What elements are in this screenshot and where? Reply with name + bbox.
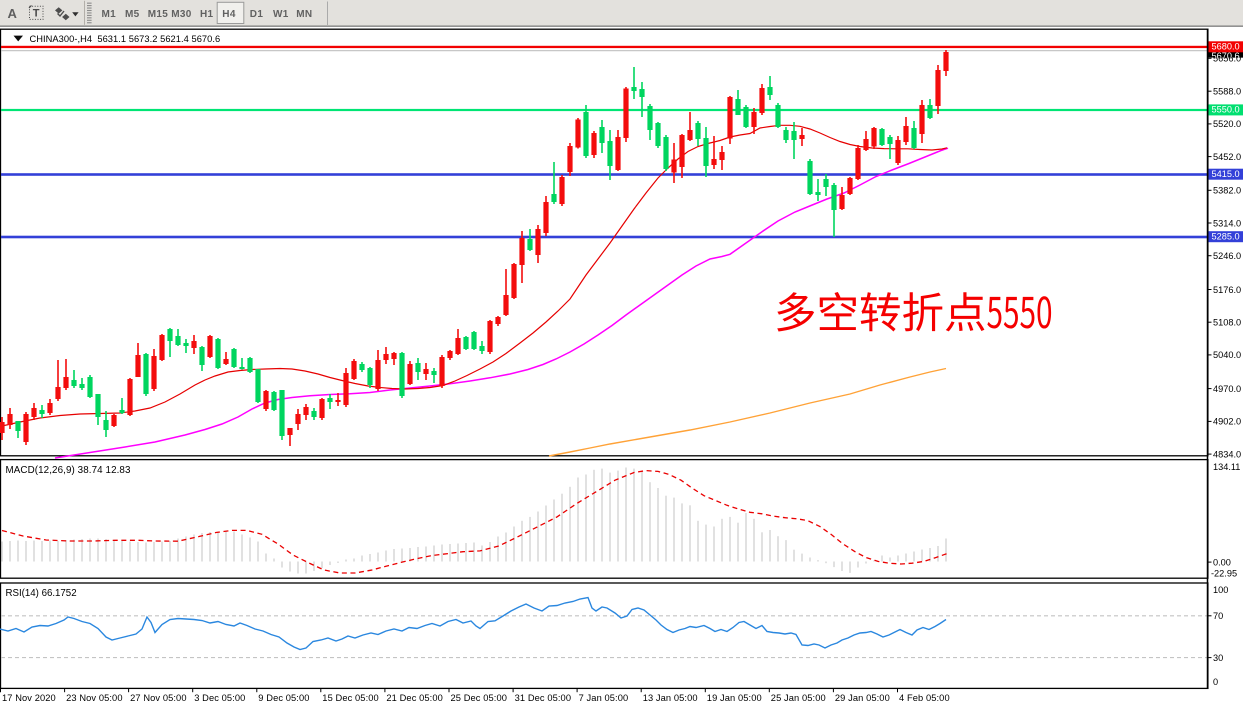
svg-text:5670.6: 5670.6: [1212, 51, 1240, 61]
svg-text:4834.0: 4834.0: [1213, 449, 1241, 459]
svg-text:CHINA300-,H4 5631.1 5673.2 56: CHINA300-,H4 5631.1 5673.2 5621.4 5670.6: [30, 34, 221, 44]
svg-text:0.00: 0.00: [1213, 557, 1231, 567]
svg-text:17 Nov 2020: 17 Nov 2020: [2, 693, 56, 703]
svg-text:5550.0: 5550.0: [1212, 105, 1240, 115]
svg-text:29 Jan 05:00: 29 Jan 05:00: [835, 693, 890, 703]
svg-text:M5: M5: [125, 9, 140, 20]
svg-text:13 Jan 05:00: 13 Jan 05:00: [643, 693, 698, 703]
svg-text:D1: D1: [250, 9, 264, 20]
svg-text:5452.0: 5452.0: [1213, 152, 1241, 162]
svg-text:21 Dec 05:00: 21 Dec 05:00: [386, 693, 443, 703]
svg-text:4902.0: 4902.0: [1213, 417, 1241, 427]
svg-text:5588.0: 5588.0: [1213, 87, 1241, 97]
svg-text:M30: M30: [171, 9, 191, 20]
svg-text:5656.0: 5656.0: [1213, 54, 1241, 64]
svg-text:5108.0: 5108.0: [1213, 318, 1241, 328]
svg-text:5040.0: 5040.0: [1213, 350, 1241, 360]
svg-text:4 Feb 05:00: 4 Feb 05:00: [899, 693, 950, 703]
svg-text:MN: MN: [296, 9, 312, 20]
svg-text:4970.0: 4970.0: [1213, 384, 1241, 394]
svg-text:5382.0: 5382.0: [1213, 186, 1241, 196]
svg-text:M1: M1: [102, 9, 117, 20]
svg-text:5314.0: 5314.0: [1213, 218, 1241, 228]
svg-text:27 Nov 05:00: 27 Nov 05:00: [130, 693, 187, 703]
svg-text:25 Dec 05:00: 25 Dec 05:00: [451, 693, 508, 703]
svg-text:A: A: [8, 6, 18, 21]
svg-text:MACD(12,26,9) 38.74 12.83: MACD(12,26,9) 38.74 12.83: [6, 465, 131, 476]
svg-text:M15: M15: [148, 9, 168, 20]
svg-text:H4: H4: [222, 9, 236, 20]
svg-text:31 Dec 05:00: 31 Dec 05:00: [515, 693, 572, 703]
svg-text:3 Dec 05:00: 3 Dec 05:00: [194, 693, 245, 703]
svg-text:7 Jan 05:00: 7 Jan 05:00: [579, 693, 629, 703]
svg-text:5680.0: 5680.0: [1212, 41, 1240, 51]
svg-text:30: 30: [1213, 653, 1223, 663]
svg-text:5415.0: 5415.0: [1212, 169, 1240, 179]
svg-text:100: 100: [1213, 585, 1228, 595]
svg-text:H1: H1: [200, 9, 214, 20]
svg-text:25 Jan 05:00: 25 Jan 05:00: [771, 693, 826, 703]
svg-text:15 Dec 05:00: 15 Dec 05:00: [322, 693, 379, 703]
svg-text:134.11: 134.11: [1213, 462, 1240, 472]
svg-text:0: 0: [1213, 677, 1218, 687]
svg-text:T: T: [33, 8, 40, 20]
svg-text:5246.0: 5246.0: [1213, 251, 1241, 261]
svg-text:70: 70: [1213, 611, 1223, 621]
svg-text:W1: W1: [273, 9, 289, 20]
svg-text:5285.0: 5285.0: [1212, 231, 1240, 241]
svg-text:9 Dec 05:00: 9 Dec 05:00: [258, 693, 309, 703]
svg-text:19 Jan 05:00: 19 Jan 05:00: [707, 693, 762, 703]
svg-text:RSI(14) 66.1752: RSI(14) 66.1752: [6, 588, 77, 599]
svg-text:5520.0: 5520.0: [1213, 119, 1241, 129]
svg-text:23 Nov 05:00: 23 Nov 05:00: [66, 693, 123, 703]
svg-text:-22.95: -22.95: [1211, 568, 1237, 578]
svg-text:5176.0: 5176.0: [1213, 285, 1241, 295]
